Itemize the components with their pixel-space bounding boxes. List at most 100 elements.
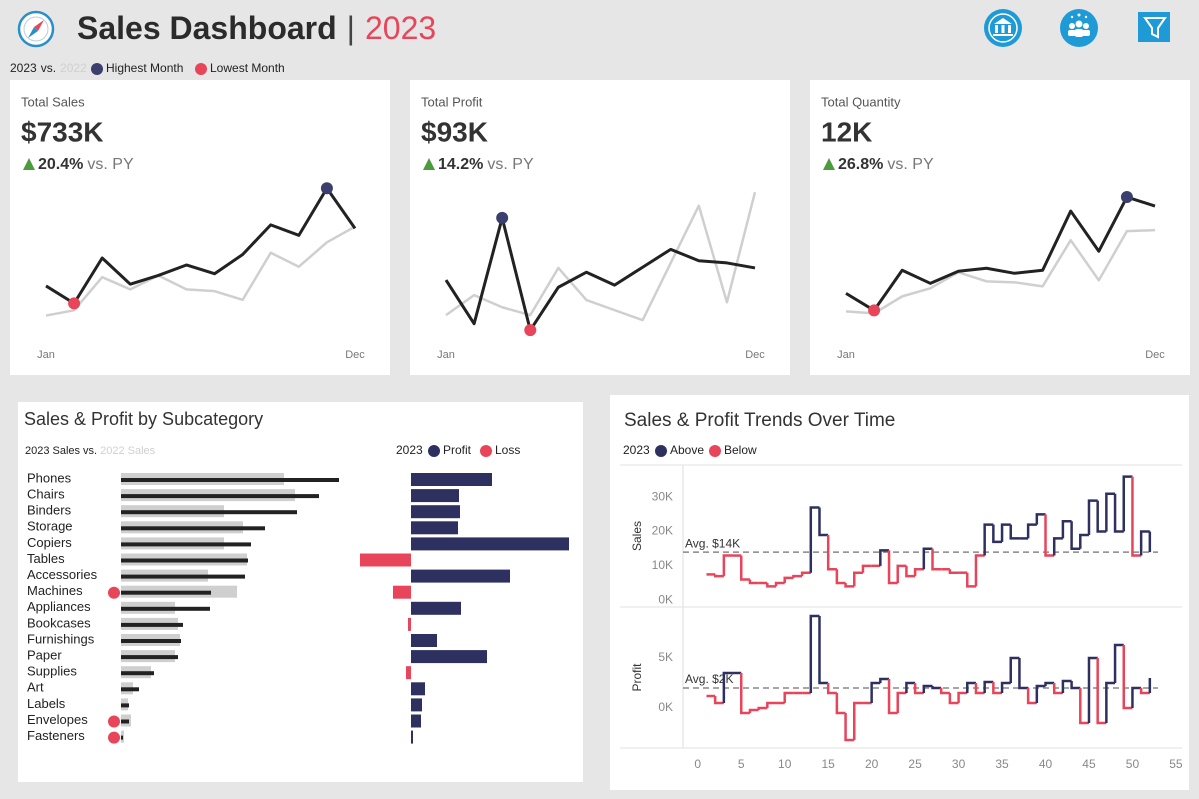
lowest-month-marker xyxy=(524,324,537,337)
sales-bar-current xyxy=(121,639,181,643)
step-segment xyxy=(739,673,750,715)
nav-filter-button[interactable] xyxy=(1138,12,1170,42)
sales-bar-current xyxy=(121,735,123,740)
step-segment xyxy=(1122,475,1133,532)
kpi-value: $93K xyxy=(421,116,488,147)
step-segment xyxy=(913,683,924,695)
profit-bar xyxy=(411,682,425,696)
step-segment xyxy=(853,701,863,740)
y-axis-title: Profit xyxy=(630,663,644,692)
step-segment xyxy=(1105,492,1116,532)
step-segment xyxy=(887,679,898,715)
sales-bar-current xyxy=(121,526,265,531)
category-label: Copiers xyxy=(27,535,72,550)
sales-bar-current xyxy=(121,622,183,627)
legend-previous: 2022 xyxy=(60,61,87,75)
legend-below-dot xyxy=(709,445,721,457)
step-segment xyxy=(1087,499,1098,535)
step-segment xyxy=(800,571,811,577)
legend-joiner: vs. xyxy=(41,61,56,75)
profit-legend-year: 2023 xyxy=(396,443,423,457)
step-segment xyxy=(766,582,777,588)
step-segment xyxy=(983,680,994,693)
legend-year: 2023 xyxy=(623,443,650,457)
step-segment xyxy=(948,693,959,705)
kpi-change: 20.4% vs. PY xyxy=(38,156,134,173)
kpi-value: 12K xyxy=(821,116,872,147)
step-segment xyxy=(1035,513,1046,525)
y-tick-label: 0K xyxy=(658,700,673,714)
kpi-up-arrow xyxy=(423,158,435,170)
highest-month-marker xyxy=(320,182,333,195)
step-segment xyxy=(957,691,968,703)
step-segment xyxy=(722,554,733,577)
profit-bar xyxy=(406,666,411,680)
step-segment xyxy=(966,572,976,588)
sales-bar-current xyxy=(121,494,319,499)
category-label: Labels xyxy=(27,696,66,711)
step-segment xyxy=(983,523,994,556)
x-tick-label: 45 xyxy=(1082,757,1096,771)
profit-bar xyxy=(411,730,413,744)
kpi-line xyxy=(445,191,757,322)
kpi-change-value: 20.4% xyxy=(38,156,83,173)
category-label: Accessories xyxy=(27,567,98,582)
step-segment xyxy=(844,713,855,742)
kpi-line xyxy=(444,216,756,332)
category-label: Phones xyxy=(27,470,72,485)
header-legend: 2023 vs. 2022 xyxy=(10,61,87,75)
title-separator: | xyxy=(347,10,355,46)
step-segment xyxy=(905,681,916,693)
step-segment xyxy=(1026,688,1037,705)
lowest-month-marker xyxy=(868,304,881,317)
profit-bar xyxy=(411,489,459,503)
sales-bar-current xyxy=(121,606,210,611)
step-segment xyxy=(748,579,759,585)
step-segment xyxy=(1035,684,1046,703)
step-segment xyxy=(1079,688,1089,725)
kpi-up-arrow xyxy=(23,158,35,170)
x-tick-label: Dec xyxy=(745,349,765,361)
step-segment xyxy=(1070,681,1081,690)
legend-above: Above xyxy=(670,443,704,457)
chart-title: Sales & Profit Trends Over Time xyxy=(624,410,895,431)
step-segment xyxy=(809,614,820,693)
step-segment xyxy=(1113,643,1124,683)
nav-customers-button[interactable] xyxy=(1060,9,1098,47)
highest-month-marker xyxy=(1120,191,1133,204)
kpi-change-note: vs. PY xyxy=(887,156,934,173)
sales-bar-current xyxy=(121,703,129,708)
nav-overview-button[interactable] xyxy=(984,9,1022,47)
step-segment xyxy=(809,506,820,573)
sales-bar-current xyxy=(121,478,339,482)
legend-joiner: vs. xyxy=(83,445,97,457)
legend-lowest: Lowest Month xyxy=(210,61,285,75)
title-main: Sales Dashboard xyxy=(77,10,337,46)
trend-card xyxy=(610,395,1189,790)
profit-legend: Profit xyxy=(443,443,472,457)
profit-bar xyxy=(393,585,411,599)
y-tick-label: 20K xyxy=(652,524,673,538)
kpi-value: $733K xyxy=(21,116,104,147)
lowest-month-marker xyxy=(68,297,81,310)
kpi-card xyxy=(410,80,790,375)
kpi-title: Total Profit xyxy=(421,94,483,109)
step-segment xyxy=(913,568,924,577)
subcategory-card xyxy=(18,402,583,782)
x-tick-label: Jan xyxy=(37,349,55,361)
x-tick-label: Jan xyxy=(437,349,455,361)
step-segment xyxy=(844,582,855,588)
kpi-change-value: 14.2% xyxy=(438,156,483,173)
step-segment xyxy=(1070,521,1081,550)
kpi-line xyxy=(45,225,356,317)
sales-bar-current xyxy=(121,719,129,724)
step-segment xyxy=(887,550,898,585)
legend-highest-dot xyxy=(91,63,103,75)
profit-bar xyxy=(411,714,421,728)
step-segment xyxy=(931,686,942,690)
step-segment xyxy=(766,701,777,708)
step-segment xyxy=(879,549,890,566)
